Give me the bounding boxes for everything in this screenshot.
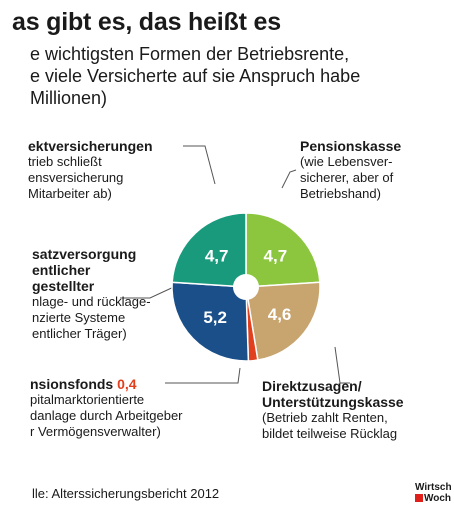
callout-direkt-line-2: ensversicherung [28, 170, 124, 185]
callout-fonds-title-row: nsionsfonds 0,4 [30, 376, 183, 392]
callout-fonds-line-3: r Vermögensverwalter) [30, 424, 161, 439]
callout-direktzusagen-title-1: Direktzusagen/ [262, 378, 362, 394]
subtitle-line-2: e viele Versicherte auf sie Anspruch hab… [30, 66, 361, 86]
callout-zusatz-title-3: gestellter [32, 278, 95, 294]
callout-pensionskasse-line-3: Betriebshand) [300, 186, 381, 201]
leader-pensionsfonds [165, 367, 241, 384]
logo-line-1: Wirtsch [415, 482, 452, 493]
pie-value-label-0: 4,7 [264, 247, 288, 266]
source-note: lle: Alterssicherungsbericht 2012 [32, 486, 220, 501]
leader-lines [120, 145, 350, 384]
leader-direktzusagen [334, 346, 350, 384]
callout-fonds-value: 0,4 [117, 376, 137, 392]
pie-slice-4 [171, 212, 247, 288]
callout-zusatz-line-3: entlicher Träger) [32, 326, 127, 341]
logo-line-2: Woch [415, 493, 454, 504]
subtitle-line-3: Millionen) [30, 88, 108, 108]
callout-zusatz-title-1: satzversorgung [32, 246, 137, 262]
pie-value-label-4: 4,7 [205, 247, 229, 266]
leader-direktversicherungen [183, 145, 216, 185]
pie-slice-3 [171, 281, 250, 362]
callout-direktzusagen-line-2: bildet teilweise Rücklag [262, 426, 398, 441]
pie-slice-1 [245, 281, 321, 361]
callout-fonds-line-2: danlage durch Arbeitgeber [30, 408, 183, 423]
pie-value-labels: 4,7 4,6 5,2 4,7 [203, 247, 291, 327]
chart-title: as gibt es, das heißt es [12, 8, 281, 36]
callout-direktzusagen: Direktzusagen/ Unterstützungskasse (Betr… [262, 378, 404, 442]
callout-direktzusagen-title-2: Unterstützungskasse [262, 394, 404, 410]
callout-direkt-line-3: Mitarbeiter ab) [28, 186, 112, 201]
callout-direkt-line-1: trieb schließt [28, 154, 102, 169]
callout-direktversicherungen: ektversicherungen trieb schließt ensvers… [28, 138, 153, 202]
leader-zusatzversorgung [120, 284, 179, 299]
pie-slice-0 [245, 212, 321, 288]
callout-pensionskasse-line-2: sicherer, aber of [300, 170, 394, 185]
publisher-logo: Wirtsch Woch [415, 482, 454, 504]
callout-pensionskasse-title: Pensionskasse [300, 138, 402, 154]
subtitle-line-1: e wichtigsten Formen der Betriebsrente, [30, 44, 350, 64]
callout-zusatz-title-2: entlicher [32, 262, 91, 278]
pie-value-label-1: 4,6 [268, 305, 292, 324]
callout-direktzusagen-line-1: (Betrieb zahlt Renten, [262, 410, 388, 425]
callout-pensionskasse-line-1: (wie Lebensver- [300, 154, 393, 169]
callout-direkt-title: ektversicherungen [28, 138, 153, 154]
callout-fonds-title: nsionsfonds [30, 376, 114, 392]
logo-square-icon [415, 494, 423, 502]
callout-zusatz-line-1: nlage- und rücklage- [32, 294, 151, 309]
callout-fonds-line-1: pitalmarktorientierte [30, 392, 145, 407]
callout-zusatz-line-2: nzierte Systeme [32, 310, 126, 325]
callout-pensionskasse: Pensionskasse (wie Lebensver- sicherer, … [300, 138, 401, 202]
callout-pensionsfonds: nsionsfonds 0,4 pitalmarktorientierte da… [30, 376, 183, 440]
pie-slices [171, 212, 321, 362]
pie-value-label-3: 5,2 [203, 308, 227, 327]
leader-pensionskasse [281, 169, 297, 189]
pie-center-hole [233, 274, 259, 300]
callout-zusatzversorgung: satzversorgung entlicher gestellter nlag… [32, 246, 151, 342]
